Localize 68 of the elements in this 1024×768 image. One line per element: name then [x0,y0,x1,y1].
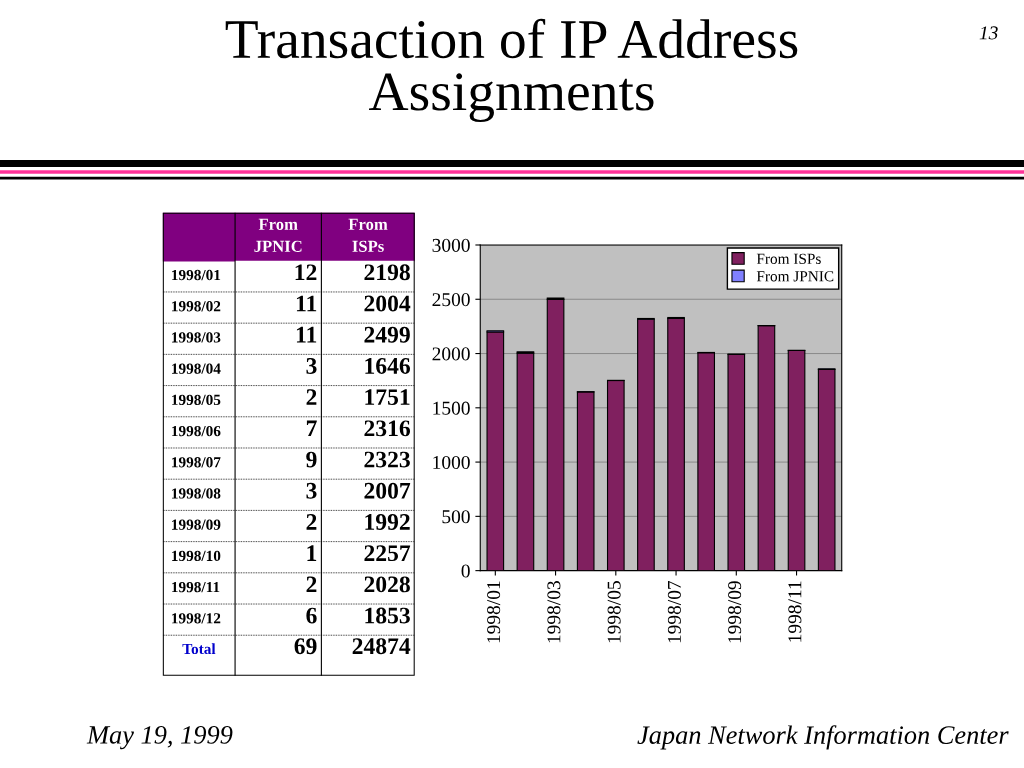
data-label: 1751 [365,389,410,406]
bar [667,317,685,571]
y-tick-label: 1998/09 [172,519,221,530]
x-tick-label: 1998/11 [788,581,802,642]
data-label: 3 [306,358,317,374]
text: May 19, 1999 [86,726,233,750]
data-label: 2499 [364,326,410,343]
bar [576,391,595,571]
bar [516,352,535,571]
legend-label: From ISPs [756,253,821,264]
bar [546,298,565,571]
y-tick-label: 1998/06 [172,425,221,437]
legend-label: From JPNIC [756,271,834,282]
y-tick-label: 1000 [433,455,470,470]
bar [606,380,625,571]
bar [757,325,776,571]
data-label: 2323 [364,451,410,468]
data-label: 2 [306,389,317,405]
data-label: 6 [306,607,317,624]
y-tick-label: 1998/05 [172,394,221,405]
text: Japan Network Information Center [637,725,1009,750]
chart-title: Transaction of IP Address Assignments [225,18,798,123]
y-tick-label: 1998/02 [172,301,221,312]
data-label: 1992 [365,514,410,530]
bar [787,349,806,571]
y-tick-label: 1500 [433,401,470,415]
y-tick-label: 1998/10 [172,550,221,562]
data-label: 3 [306,482,317,499]
data-label: 2004 [364,295,411,312]
x-tick-label: 1998/07 [667,580,681,643]
data-label: 7 [306,420,317,437]
y-tick-label: 1998/04 [172,363,221,374]
y-tick-label: 2500 [432,293,470,307]
data-label: 2028 [364,576,410,593]
bar [727,353,746,571]
data-label: 2257 [364,545,411,562]
y-tick-label: 1998/03 [172,332,221,343]
x-tick-label: 1998/05 [607,581,621,643]
text: 24874 [352,638,411,655]
text: 69 [294,638,317,655]
y-tick-label: 1998/12 [172,613,221,624]
bar [637,318,655,571]
data-label: 1 [307,545,317,561]
text: 13 [979,26,998,40]
y-tick-label: 1998/08 [172,488,221,499]
y-tick-label: 500 [442,510,470,524]
y-tick-label: 0 [461,564,470,578]
y-tick-label: 3000 [432,238,470,252]
data-label: 2316 [364,420,411,437]
text: Total [182,643,216,655]
data-label: 2 [306,576,317,593]
data-label: 2198 [364,264,410,281]
data-label: 1853 [365,607,410,624]
x-tick-label: 1998/03 [547,581,561,643]
data-label: 2007 [364,482,411,499]
y-tick-label: 2000 [432,347,470,361]
data-label: 2 [306,514,317,530]
data-label: 11 [296,326,317,343]
data-label: 9 [306,451,317,468]
y-tick-label: 1998/01 [172,269,221,281]
data-label: 1646 [365,358,411,374]
bar [697,352,716,571]
data-label: 12 [295,264,317,281]
x-tick-label: 1998/09 [728,581,742,643]
y-tick-label: 1998/07 [172,457,221,468]
bar [486,331,505,571]
data-label: 11 [296,295,317,312]
bar [817,368,836,571]
